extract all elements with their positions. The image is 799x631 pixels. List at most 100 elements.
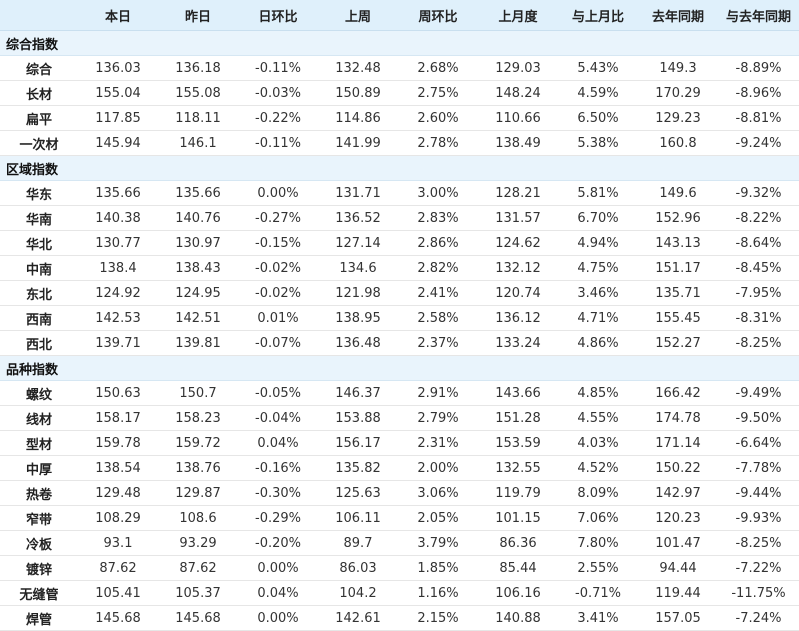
cell-yesterday: 138.76 — [158, 455, 238, 481]
cell-last-year: 149.6 — [638, 180, 718, 206]
cell-week-change: 2.05% — [398, 505, 478, 531]
cell-last-year: 152.96 — [638, 205, 718, 231]
cell-name: 东北 — [0, 280, 78, 306]
cell-last-week: 135.82 — [318, 455, 398, 481]
cell-day-change: 0.04% — [238, 430, 318, 456]
cell-last-month: 124.62 — [478, 230, 558, 256]
cell-year-change: -8.89% — [718, 55, 799, 81]
cell-day-change: -0.16% — [238, 455, 318, 481]
cell-last-week: 136.52 — [318, 205, 398, 231]
cell-month-change: 3.41% — [558, 605, 638, 631]
cell-name: 中厚 — [0, 455, 78, 481]
cell-last-month: 148.24 — [478, 80, 558, 106]
cell-yesterday: 118.11 — [158, 105, 238, 131]
table-row: 窄带 108.29 108.6 -0.29% 106.11 2.05% 101.15 7.06… — [0, 505, 799, 531]
cell-last-week: 150.89 — [318, 80, 398, 106]
cell-last-week: 136.48 — [318, 330, 398, 356]
cell-last-week: 132.48 — [318, 55, 398, 81]
cell-year-change: -8.45% — [718, 255, 799, 281]
cell-week-change: 2.15% — [398, 605, 478, 631]
cell-last-week: 134.6 — [318, 255, 398, 281]
cell-day-change: -0.04% — [238, 405, 318, 431]
cell-week-change: 2.82% — [398, 255, 478, 281]
cell-yesterday: 93.29 — [158, 530, 238, 556]
cell-today: 155.04 — [78, 80, 158, 106]
cell-week-change: 2.60% — [398, 105, 478, 131]
cell-month-change: 7.06% — [558, 505, 638, 531]
cell-last-week: 127.14 — [318, 230, 398, 256]
cell-last-year: 152.27 — [638, 330, 718, 356]
cell-year-change: -7.78% — [718, 455, 799, 481]
cell-last-month: 131.57 — [478, 205, 558, 231]
cell-yesterday: 159.72 — [158, 430, 238, 456]
table-body: 综合指数 综合 136.03 136.18 -0.11% 132.48 2.68% 129.0… — [0, 30, 799, 631]
cell-month-change: -0.71% — [558, 580, 638, 606]
cell-week-change: 2.68% — [398, 55, 478, 81]
cell-last-month: 136.12 — [478, 305, 558, 331]
cell-year-change: -9.50% — [718, 405, 799, 431]
cell-today: 136.03 — [78, 55, 158, 81]
cell-today: 140.38 — [78, 205, 158, 231]
cell-yesterday: 130.97 — [158, 230, 238, 256]
cell-name: 热卷 — [0, 480, 78, 506]
cell-yesterday: 150.7 — [158, 380, 238, 406]
table-row: 华北 130.77 130.97 -0.15% 127.14 2.86% 124.62 4.9… — [0, 230, 799, 256]
cell-month-change: 4.03% — [558, 430, 638, 456]
cell-yesterday: 142.51 — [158, 305, 238, 331]
cell-yesterday: 145.68 — [158, 605, 238, 631]
cell-last-year: 171.14 — [638, 430, 718, 456]
cell-day-change: 0.04% — [238, 580, 318, 606]
cell-last-week: 114.86 — [318, 105, 398, 131]
cell-last-month: 86.36 — [478, 530, 558, 556]
header-cell-last-year: 去年同期 — [638, 0, 718, 31]
cell-day-change: -0.27% — [238, 205, 318, 231]
cell-last-week: 125.63 — [318, 480, 398, 506]
cell-last-week: 142.61 — [318, 605, 398, 631]
group-title: 品种指数 — [0, 355, 799, 381]
cell-last-week: 146.37 — [318, 380, 398, 406]
table-row: 热卷 129.48 129.87 -0.30% 125.63 3.06% 119.79 8.0… — [0, 480, 799, 506]
cell-week-change: 2.79% — [398, 405, 478, 431]
cell-last-week: 89.7 — [318, 530, 398, 556]
cell-year-change: -9.49% — [718, 380, 799, 406]
table-row: 西北 139.71 139.81 -0.07% 136.48 2.37% 133.24 4.8… — [0, 330, 799, 356]
cell-last-month: 128.21 — [478, 180, 558, 206]
cell-last-month: 132.55 — [478, 455, 558, 481]
cell-last-year: 174.78 — [638, 405, 718, 431]
cell-last-month: 120.74 — [478, 280, 558, 306]
header-cell-month-change: 与上月比 — [558, 0, 638, 31]
table-row: 长材 155.04 155.08 -0.03% 150.89 2.75% 148.24 4.5… — [0, 80, 799, 106]
cell-last-month: 101.15 — [478, 505, 558, 531]
cell-last-year: 101.47 — [638, 530, 718, 556]
cell-last-month: 106.16 — [478, 580, 558, 606]
cell-day-change: -0.02% — [238, 255, 318, 281]
cell-name: 扁平 — [0, 105, 78, 131]
cell-yesterday: 105.37 — [158, 580, 238, 606]
cell-year-change: -8.31% — [718, 305, 799, 331]
cell-yesterday: 87.62 — [158, 555, 238, 581]
cell-last-week: 104.2 — [318, 580, 398, 606]
cell-today: 130.77 — [78, 230, 158, 256]
cell-name: 西北 — [0, 330, 78, 356]
cell-last-month: 129.03 — [478, 55, 558, 81]
cell-day-change: -0.11% — [238, 130, 318, 156]
cell-last-month: 153.59 — [478, 430, 558, 456]
cell-last-month: 151.28 — [478, 405, 558, 431]
cell-week-change: 2.58% — [398, 305, 478, 331]
header-cell-last-month: 上月度 — [478, 0, 558, 31]
cell-today: 108.29 — [78, 505, 158, 531]
cell-week-change: 2.78% — [398, 130, 478, 156]
cell-yesterday: 138.43 — [158, 255, 238, 281]
cell-last-year: 94.44 — [638, 555, 718, 581]
cell-day-change: -0.05% — [238, 380, 318, 406]
cell-month-change: 3.46% — [558, 280, 638, 306]
cell-last-year: 166.42 — [638, 380, 718, 406]
cell-month-change: 4.94% — [558, 230, 638, 256]
cell-name: 中南 — [0, 255, 78, 281]
cell-today: 87.62 — [78, 555, 158, 581]
group-title: 综合指数 — [0, 30, 799, 56]
cell-yesterday: 136.18 — [158, 55, 238, 81]
cell-month-change: 6.50% — [558, 105, 638, 131]
cell-day-change: -0.22% — [238, 105, 318, 131]
